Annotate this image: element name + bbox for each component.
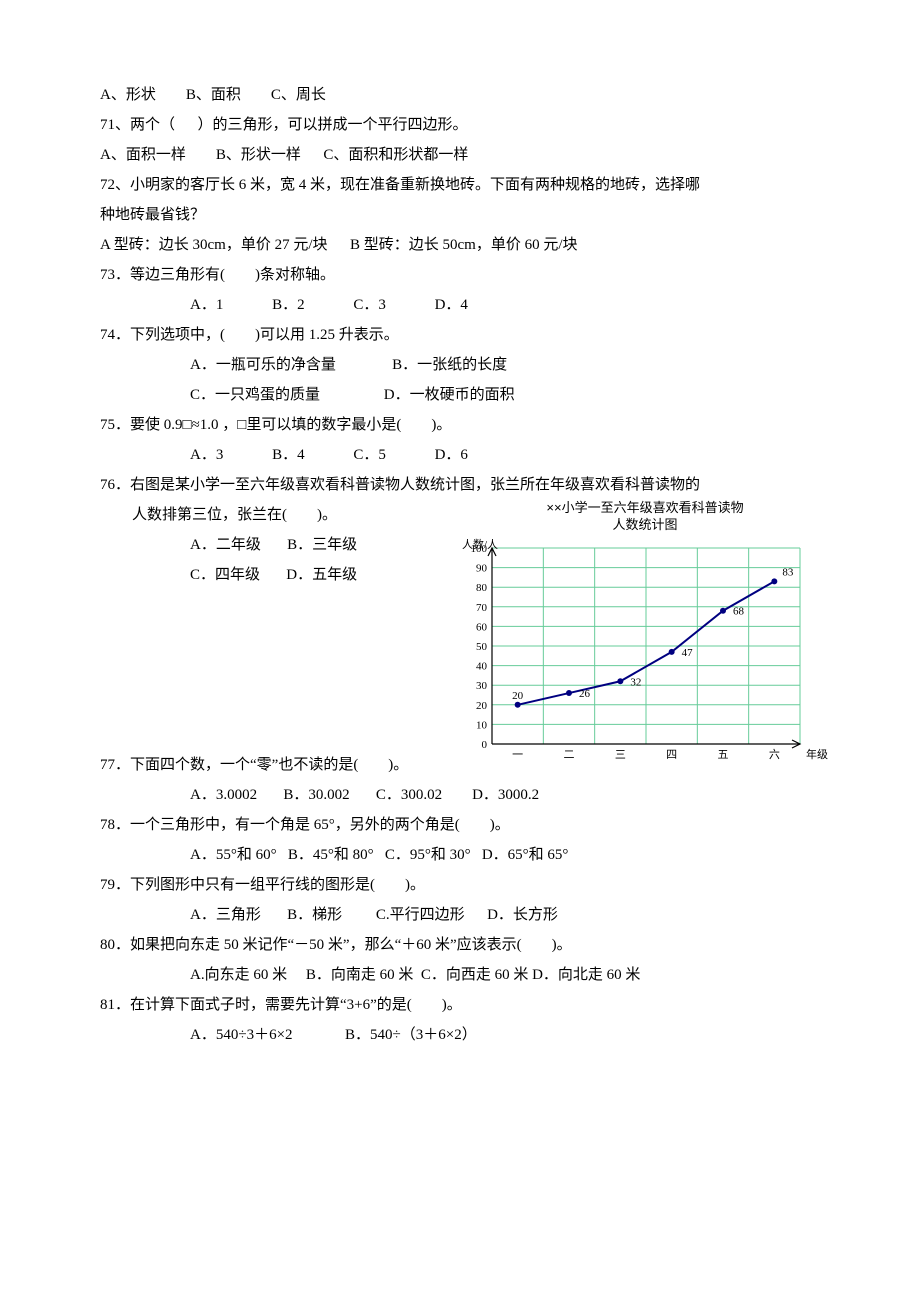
svg-text:六: 六 — [769, 748, 780, 761]
svg-text:68: 68 — [733, 606, 745, 618]
q76-wrap: 人数排第三位，张兰在( )。 A．二年级 B．三年级 C．四年级 D．五年级 ×… — [100, 500, 830, 750]
svg-text:一: 一 — [512, 749, 523, 761]
q76-line1: 76．右图是某小学一至六年级喜欢看科普读物人数统计图，张兰所在年级喜欢看科普读物… — [100, 470, 830, 500]
q76-options-row2: C．四年级 D．五年级 — [100, 560, 460, 590]
chart-title-line1: ××小学一至六年级喜欢看科普读物 — [546, 500, 743, 515]
q80-stem: 80．如果把向东走 50 米记作“－50 米”，那么“＋60 米”应该表示( )… — [100, 930, 830, 960]
q81-stem: 81．在计算下面式子时，需要先计算“3+6”的是( )。 — [100, 990, 830, 1020]
q81-options: A．540÷3＋6×2 B．540÷（3＋6×2） — [100, 1020, 830, 1050]
svg-text:三: 三 — [615, 749, 626, 761]
svg-text:32: 32 — [630, 676, 641, 688]
q78-options: A．55°和 60° B．45°和 80° C．95°和 30° D．65°和 … — [100, 840, 830, 870]
chart-svg: 0102030405060708090100人数/人一二三四五六年级202632… — [450, 536, 840, 766]
q76-options-row1: A．二年级 B．三年级 — [100, 530, 460, 560]
q72-line1: 72、小明家的客厅长 6 米，宽 4 米，现在准备重新换地砖。下面有两种规格的地… — [100, 170, 830, 200]
q75-stem: 75．要使 0.9□≈1.0 ，□里可以填的数字最小是( )。 — [100, 410, 830, 440]
q71-stem: 71、两个（ ）的三角形，可以拼成一个平行四边形。 — [100, 110, 830, 140]
q78-stem: 78．一个三角形中，有一个角是 65°，另外的两个角是( )。 — [100, 810, 830, 840]
svg-text:年级: 年级 — [806, 747, 828, 761]
svg-text:40: 40 — [476, 660, 488, 672]
chart-container: ××小学一至六年级喜欢看科普读物 人数统计图 0 10 20 30 40 50 60 70 80… — [450, 500, 840, 766]
svg-text:83: 83 — [782, 566, 794, 578]
svg-text:二: 二 — [564, 749, 575, 761]
svg-text:90: 90 — [476, 562, 488, 574]
svg-text:47: 47 — [682, 647, 694, 659]
svg-text:80: 80 — [476, 582, 488, 594]
q70-options: A、形状 B、面积 C、周长 — [100, 80, 830, 110]
q71-options: A、面积一样 B、形状一样 C、面积和形状都一样 — [100, 140, 830, 170]
chart-title: ××小学一至六年级喜欢看科普读物 人数统计图 — [450, 500, 840, 534]
svg-text:30: 30 — [476, 680, 488, 692]
q74-options-row2: C．一只鸡蛋的质量 D．一枚硬币的面积 — [100, 380, 830, 410]
q76-line2: 人数排第三位，张兰在( )。 — [100, 500, 460, 530]
chart-title-line2: 人数统计图 — [612, 517, 677, 532]
q76-text-block: 人数排第三位，张兰在( )。 A．二年级 B．三年级 C．四年级 D．五年级 — [100, 500, 460, 750]
svg-text:人数/人: 人数/人 — [462, 538, 498, 551]
svg-text:60: 60 — [476, 621, 488, 633]
q80-options: A.向东走 60 米 B．向南走 60 米 C．向西走 60 米 D．向北走 6… — [100, 960, 830, 990]
svg-text:五: 五 — [718, 749, 729, 761]
document-page: A、形状 B、面积 C、周长 71、两个（ ）的三角形，可以拼成一个平行四边形。… — [0, 0, 920, 1302]
q79-options: A．三角形 B．梯形 C.平行四边形 D．长方形 — [100, 900, 830, 930]
svg-text:26: 26 — [579, 688, 591, 700]
q75-options: A．3 B．4 C．5 D．6 — [100, 440, 830, 470]
svg-text:0: 0 — [482, 739, 488, 751]
svg-text:50: 50 — [476, 641, 488, 653]
q72-line2: 种地砖最省钱？ — [100, 200, 830, 230]
q73-options: A．1 B．2 C．3 D．4 — [100, 290, 830, 320]
svg-text:70: 70 — [476, 602, 488, 614]
q74-options-row1: A．一瓶可乐的净含量 B．一张纸的长度 — [100, 350, 830, 380]
svg-text:四: 四 — [666, 749, 677, 761]
q77-options: A．3.0002 B．30.002 C．300.02 D．3000.2 — [100, 780, 830, 810]
q73-stem: 73．等边三角形有( )条对称轴。 — [100, 260, 830, 290]
q74-stem: 74．下列选项中，( )可以用 1.25 升表示。 — [100, 320, 830, 350]
q72-line3: A 型砖：边长 30cm，单价 27 元/块 B 型砖：边长 50cm，单价 6… — [100, 230, 830, 260]
svg-text:20: 20 — [512, 690, 524, 702]
svg-text:20: 20 — [476, 700, 488, 712]
svg-text:10: 10 — [476, 719, 488, 731]
q79-stem: 79．下列图形中只有一组平行线的图形是( )。 — [100, 870, 830, 900]
